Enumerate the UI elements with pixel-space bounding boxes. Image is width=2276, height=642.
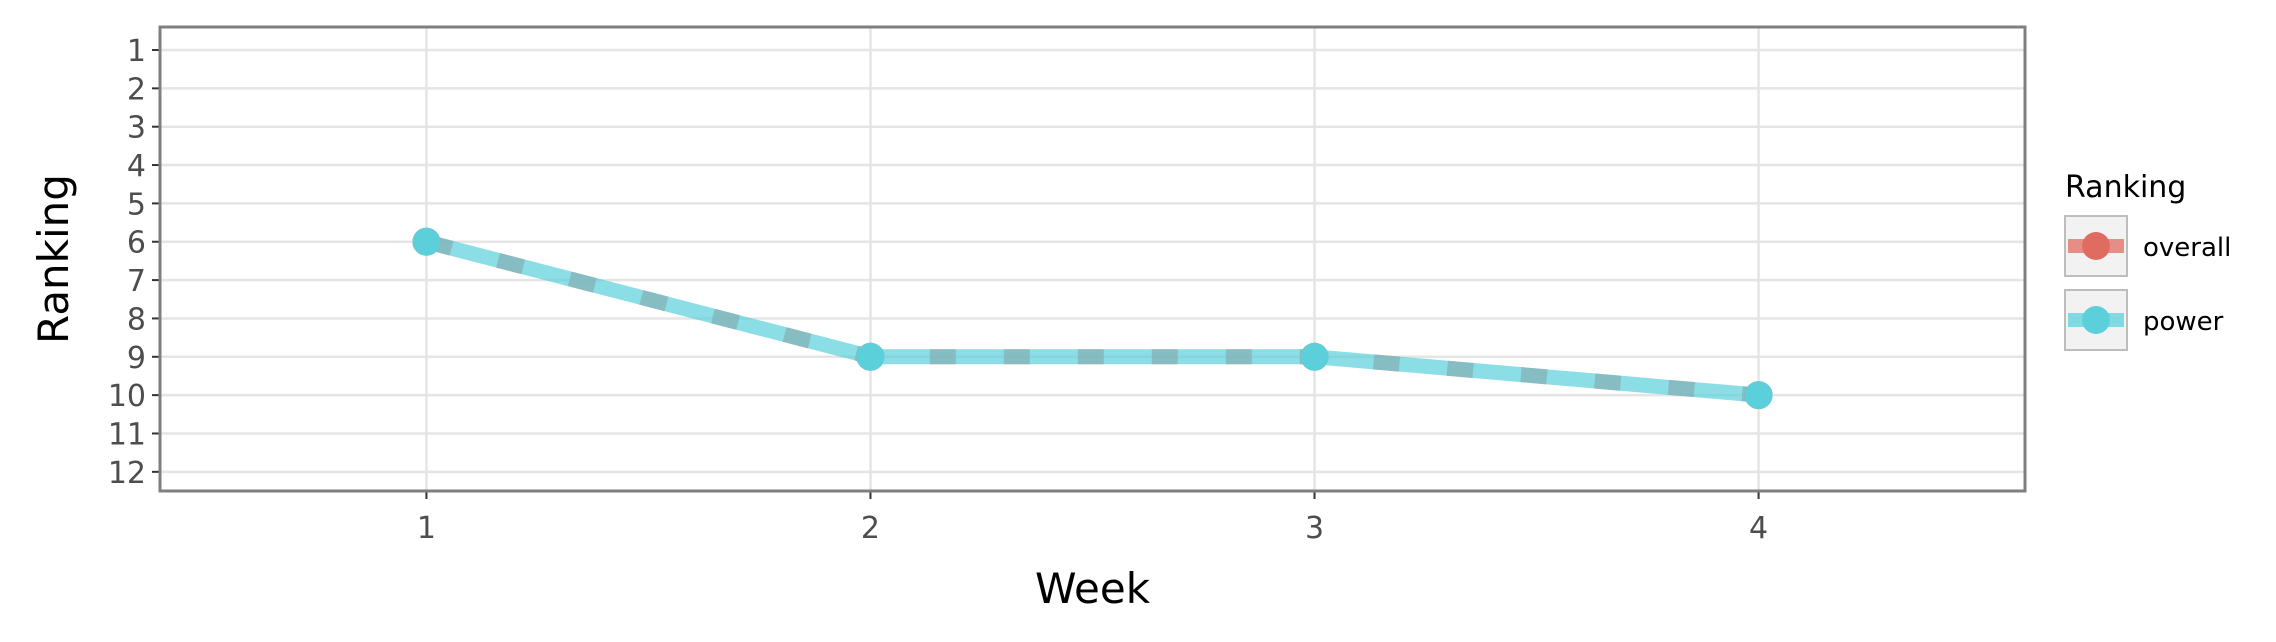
y-tick-label: 4 [127,149,146,184]
plot-panel [160,27,2025,491]
series-point-power [1744,381,1773,410]
legend-title: Ranking [2065,170,2186,205]
series-point-power [856,342,885,371]
legend-item-overall: overall [2064,215,2231,277]
legend-label-power: power [2143,307,2224,337]
y-tick-label: 10 [108,379,146,414]
y-tick-label: 11 [108,417,146,452]
legend-key-point [2082,306,2110,334]
legend: Ranking overall power [2064,170,2231,351]
y-tick-label: 2 [127,72,146,107]
legend-entries: overall power [2064,215,2231,351]
series-point-power [1300,342,1329,371]
x-tick-label: 4 [1749,511,1768,546]
legend-label-overall: overall [2143,233,2231,263]
y-tick-label: 6 [127,226,146,261]
y-tick-label: 7 [127,264,146,299]
series-layer [412,227,1773,410]
plot-area [160,27,2025,491]
y-axis-title: Ranking [29,174,78,344]
y-tick-label: 8 [127,302,146,337]
y-tick-label: 12 [108,456,146,491]
y-tick-label: 5 [127,187,146,222]
x-tick-label: 3 [1305,511,1324,546]
x-tick-label: 2 [861,511,880,546]
y-tick-label: 3 [127,111,146,146]
x-axis-ticks: 1 2 3 4 [417,491,1768,546]
series-line-power [424,234,1760,403]
plot-panel-border [158,25,2027,493]
x-tick-label: 1 [417,511,436,546]
y-tick-label: 9 [127,341,146,376]
y-tick-label: 1 [127,34,146,69]
legend-key-point [2082,232,2110,260]
legend-item-power: power [2064,289,2224,351]
series-point-power [412,227,441,256]
x-axis-title: Week [1035,564,1151,613]
